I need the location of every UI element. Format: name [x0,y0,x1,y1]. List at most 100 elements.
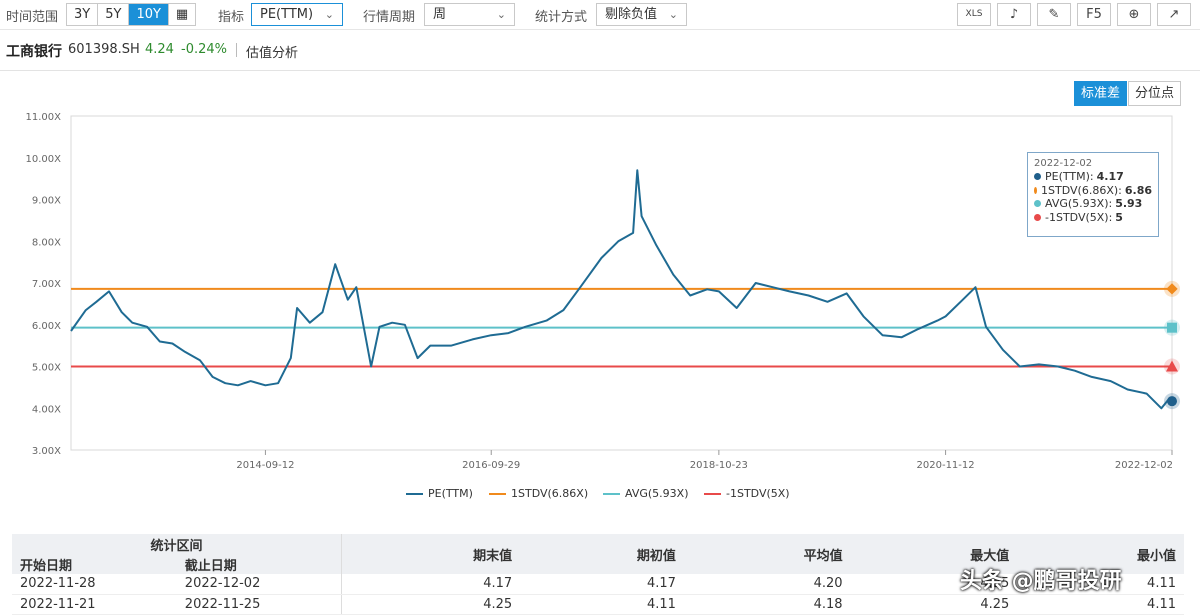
indicator-select[interactable]: PE(TTM) ⌄ [251,3,343,26]
period-select[interactable]: 周 ⌄ [424,3,515,26]
tooltip-date: 2022-12-02 [1034,158,1093,169]
indicator-label: 指标 [218,10,245,25]
divider [236,43,237,57]
pe-chart: 3.00X 4.00X 5.00X 6.00X 7.00X 8.00X 9.00X 10.00… [26,112,1180,471]
chevron-down-icon: ⌄ [496,8,506,21]
x-tick-label: 2018-10-23 [690,460,748,471]
legend-label: -1STDV(5X) [726,487,790,500]
tooltip-value: 5 [1115,210,1123,224]
y-tick-label: 6.00X [32,321,61,332]
table-cell: 4.25 [850,574,1018,595]
avg-marker [1167,322,1177,333]
series-dot [1034,173,1041,181]
table-cell: 4.17 [520,574,684,595]
edit-icon[interactable]: ✎ [1037,3,1071,26]
pe-series-line [70,169,1173,410]
y-tick-label: 4.00X [32,404,61,415]
y-tick-label: 3.00X [32,446,61,457]
legend-item-pe[interactable]: PE(TTM) [406,487,473,500]
y-tick-label: 5.00X [32,363,61,374]
table-cell: 4.25 [850,594,1018,615]
legend-item-avg[interactable]: AVG(5.93X) [603,487,688,500]
indicator-value: PE(TTM) [260,7,314,22]
range-10y-button[interactable]: 10Y [129,4,169,25]
bell-icon[interactable]: ♪ [997,3,1031,26]
plot-frame [70,115,1173,451]
mode-percentile-button[interactable]: 分位点 [1128,81,1182,106]
range-3y-button[interactable]: 3Y [67,4,99,25]
table-cell: 2022-11-25 [176,594,342,615]
pe-marker [1167,396,1177,407]
y-tick-label: 7.00X [32,279,61,290]
chart-tooltip: 2022-12-02 PE(TTM): 4.17 1STDV(6.86X): 6… [1027,152,1159,237]
tooltip-row: PE(TTM): 4.17 [1034,170,1152,184]
tooltip-label: 1STDV(6.86X): [1041,183,1122,197]
top-toolbar: 时间范围 3Y 5Y 10Y ▦ 指标 PE(TTM) ⌄ 行情周期 周 ⌄ 统… [0,0,1200,30]
chart-panel [0,70,1200,510]
table-cell: 4.11 [1017,574,1184,595]
refresh-f5-button[interactable]: F5 [1077,3,1111,26]
y-tick-label: 10.00X [26,154,62,165]
tooltip-label: PE(TTM): [1045,170,1094,184]
x-tick-label: 2022-12-02 [1115,460,1173,471]
chevron-down-icon: ⌄ [668,8,678,21]
legend-item-1stdv[interactable]: 1STDV(6.86X) [489,487,588,500]
calendar-icon[interactable]: ▦ [168,4,196,25]
y-tick-label: 9.00X [32,196,61,207]
range-5y-button[interactable]: 5Y [98,4,130,25]
time-range-label: 时间范围 [6,10,59,25]
stock-price: 4.24 [145,42,174,57]
col-header: 平均值 [683,534,851,574]
table-header-row: 统计区间 期末值 期初值 平均值 最大值 最小值 [12,534,1184,574]
period-label: 行情周期 [363,10,416,25]
y-tick-label: 11.00X [26,112,62,123]
legend-swatch [603,492,620,495]
stdv-marker [1166,283,1178,295]
table-header-row: 开始日期 截止日期 [12,554,1184,574]
view-title: 估值分析 [246,46,299,61]
col-header: 期初值 [520,534,684,574]
export-xls-icon[interactable]: XLS [957,3,991,26]
export-icon[interactable]: ↗ [1157,3,1191,26]
table-cell: 4.11 [520,594,684,615]
tooltip-value: 4.17 [1096,170,1124,184]
legend-item-neg-1stdv[interactable]: -1STDV(5X) [704,487,790,500]
col-header: 最小值 [1017,534,1184,574]
stats-table: 统计区间 期末值 期初值 平均值 最大值 最小值 开始日期 截止日期 2022-… [12,534,1184,615]
col-header: 最大值 [850,534,1018,574]
tooltip-value: 6.86 [1124,183,1152,197]
stat-select[interactable]: 剔除负值 ⌄ [596,3,687,26]
table-cell: 4.11 [1017,594,1184,615]
tooltip-value: 5.93 [1115,197,1143,211]
stock-change: -0.24% [181,42,227,57]
chevron-down-icon: ⌄ [324,8,334,21]
tooltip-row: -1STDV(5X): 5 [1034,211,1152,225]
tooltip-row: AVG(5.93X): 5.93 [1034,197,1152,211]
mode-stdv-button[interactable]: 标准差 [1074,81,1128,106]
table-cell: 4.25 [341,594,521,615]
tooltip-row: 1STDV(6.86X): 6.86 [1034,184,1152,198]
time-range-group: 3Y 5Y 10Y ▦ [66,3,197,26]
table-cell: 4.18 [683,594,851,615]
table-cell: 2022-12-02 [176,574,342,595]
series-dot [1034,213,1041,221]
series-dot [1034,186,1038,194]
table-row: 2022-11-28 2022-12-02 4.17 4.17 4.20 4.2… [12,574,1184,595]
table-cell: 2022-11-21 [12,594,177,615]
legend-label: PE(TTM) [428,487,473,500]
neg-stdv-marker [1166,360,1178,372]
table-row: 2022-11-21 2022-11-25 4.25 4.11 4.18 4.2… [12,594,1184,615]
y-tick-label: 8.00X [32,237,61,248]
stat-value: 剔除负值 [605,7,658,22]
tooltip-label: AVG(5.93X): [1045,197,1113,211]
watermark: 头条 @鹏哥投研 [960,569,1122,594]
legend-swatch [704,492,721,495]
x-tick-label: 2016-09-29 [462,460,520,471]
chart-legend: PE(TTM) 1STDV(6.86X) AVG(5.93X) -1STDV(5… [0,487,1200,503]
plus-circle-icon[interactable]: ⊕ [1117,3,1151,26]
table-cell: 4.17 [341,574,521,595]
legend-swatch [406,492,423,495]
legend-swatch [489,492,506,495]
table-cell: 4.20 [683,574,851,595]
stock-code: 601398.SH [68,42,140,57]
